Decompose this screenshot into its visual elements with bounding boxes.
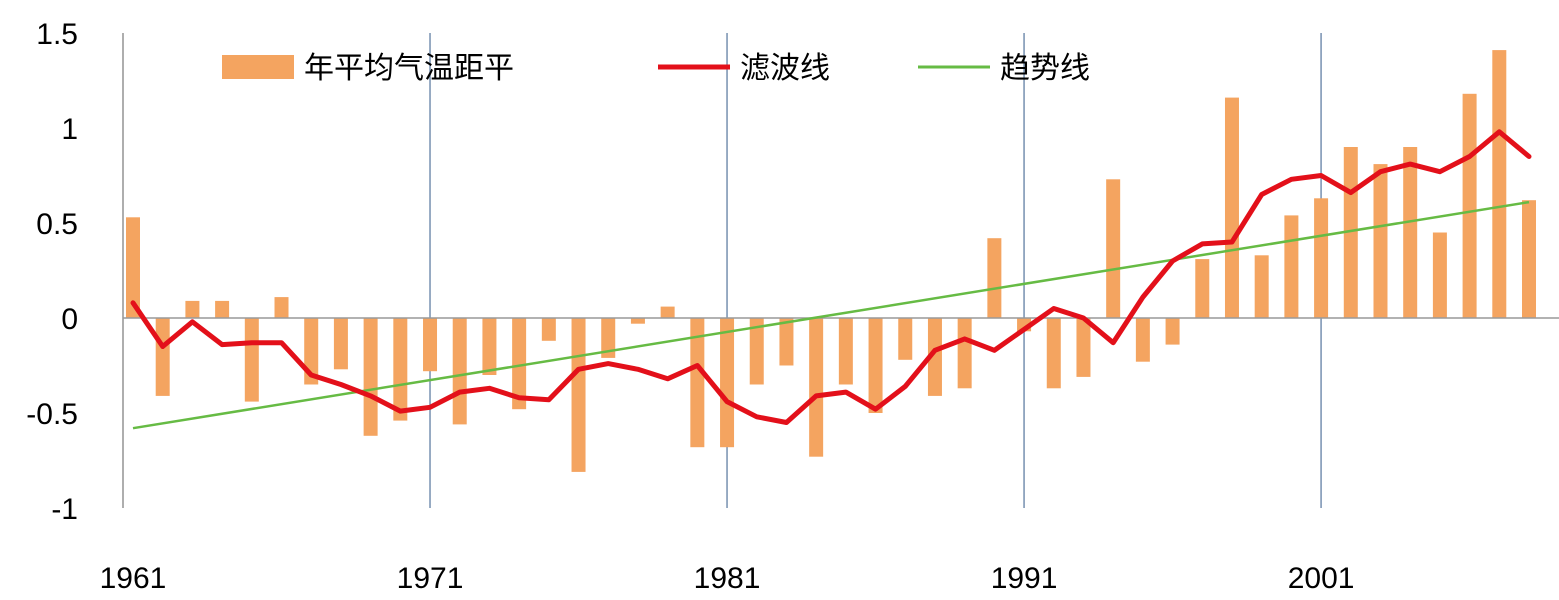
bar-1989 bbox=[957, 318, 972, 389]
bar-1983 bbox=[779, 318, 794, 366]
bar-2005 bbox=[1432, 232, 1447, 318]
bar-2004 bbox=[1403, 147, 1418, 318]
bar-series bbox=[126, 50, 1536, 472]
bar-1999 bbox=[1254, 255, 1269, 318]
filter-line bbox=[130, 129, 1532, 425]
bar-2003 bbox=[1373, 164, 1388, 318]
legend-label-bar: 年平均气温距平 bbox=[304, 51, 514, 86]
bar-1981 bbox=[720, 318, 735, 448]
bar-1961 bbox=[126, 217, 140, 318]
y-tick-label-4: 1 bbox=[61, 113, 78, 146]
bar-1990 bbox=[987, 238, 1002, 318]
legend: 年平均气温距平 滤波线 趋势线 bbox=[222, 51, 1090, 86]
trend-series bbox=[132, 200, 1530, 430]
bar-1964 bbox=[215, 300, 230, 318]
y-tick-label-3: 0.5 bbox=[36, 208, 78, 241]
filter-series bbox=[130, 129, 1532, 425]
bar-1972 bbox=[452, 318, 467, 425]
bar-1975 bbox=[541, 318, 556, 341]
y-tick-label-5: 1.5 bbox=[36, 18, 78, 51]
bar-1998 bbox=[1224, 97, 1239, 318]
legend-label-filter: 滤波线 bbox=[740, 51, 830, 86]
bar-1995 bbox=[1135, 318, 1150, 362]
bar-1996 bbox=[1165, 318, 1180, 345]
bar-1994 bbox=[1106, 179, 1121, 318]
bar-2001 bbox=[1314, 198, 1329, 318]
bar-1993 bbox=[1076, 318, 1091, 377]
bar-1984 bbox=[809, 318, 824, 457]
bar-1971 bbox=[423, 318, 438, 372]
bar-1987 bbox=[898, 318, 913, 360]
bar-1982 bbox=[749, 318, 764, 385]
bar-1963 bbox=[185, 300, 200, 318]
bar-1974 bbox=[512, 318, 527, 410]
bar-1979 bbox=[660, 306, 675, 318]
bar-1997 bbox=[1195, 259, 1210, 318]
legend-swatch-bar bbox=[222, 55, 294, 79]
bar-1988 bbox=[927, 318, 942, 396]
vertical-gridlines bbox=[429, 33, 1322, 508]
bar-1962 bbox=[155, 318, 170, 396]
bar-2000 bbox=[1284, 215, 1299, 318]
bar-2008 bbox=[1522, 200, 1536, 318]
bar-1980 bbox=[690, 318, 705, 448]
bar-1969 bbox=[363, 318, 378, 436]
bar-2007 bbox=[1492, 50, 1507, 318]
trend-line bbox=[132, 200, 1530, 430]
bar-1977 bbox=[601, 318, 616, 358]
bar-1970 bbox=[393, 318, 408, 421]
bar-1978 bbox=[630, 318, 645, 324]
bar-2006 bbox=[1462, 93, 1477, 318]
bar-1985 bbox=[838, 318, 853, 385]
legend-label-trend: 趋势线 bbox=[1000, 51, 1090, 86]
bar-1965 bbox=[244, 318, 259, 402]
x-tick-label-2001: 2001 bbox=[1288, 562, 1355, 595]
y-tick-label-0: -1 bbox=[51, 493, 78, 526]
bar-1973 bbox=[482, 318, 497, 375]
x-tick-label-1961: 1961 bbox=[100, 562, 167, 595]
x-tick-label-1981: 1981 bbox=[694, 562, 761, 595]
bar-1986 bbox=[868, 318, 883, 413]
bar-1966 bbox=[274, 297, 289, 318]
y-tick-labels: -1 -0.5 0 0.5 1 1.5 bbox=[26, 18, 78, 526]
legend-item-bar: 年平均气温距平 bbox=[222, 51, 514, 86]
bar-1992 bbox=[1046, 318, 1061, 389]
y-tick-label-2: 0 bbox=[61, 303, 78, 336]
bar-1976 bbox=[571, 318, 586, 472]
x-tick-label-1991: 1991 bbox=[991, 562, 1058, 595]
x-tick-labels: 1961 1971 1981 1991 2001 bbox=[100, 562, 1355, 595]
legend-item-filter: 滤波线 bbox=[658, 51, 830, 86]
x-tick-label-1971: 1971 bbox=[397, 562, 464, 595]
bar-1968 bbox=[333, 318, 348, 370]
y-tick-label-1: -0.5 bbox=[26, 398, 78, 431]
legend-item-trend: 趋势线 bbox=[918, 51, 1090, 86]
